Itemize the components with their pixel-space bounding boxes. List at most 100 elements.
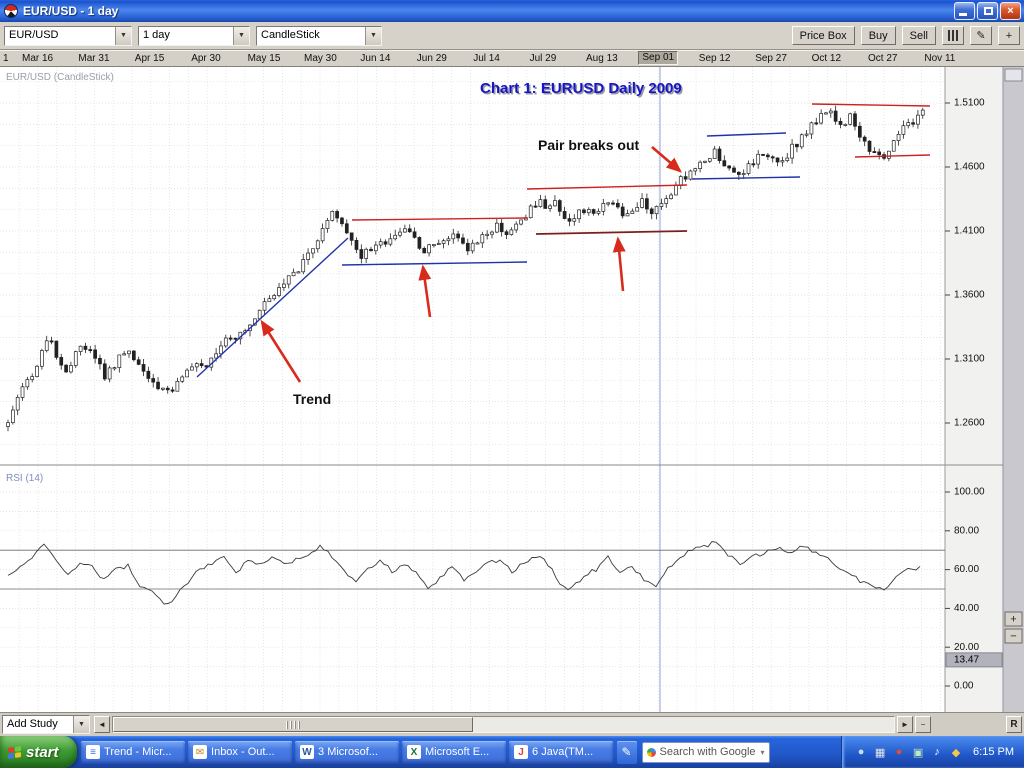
trendline [706, 132, 787, 137]
start-button[interactable]: start [0, 736, 77, 768]
chart-text: RSI (14) [6, 473, 43, 484]
annotation-arrow [418, 264, 432, 318]
date-tick: Sep 27 [755, 53, 787, 64]
date-tick: Jul 29 [529, 53, 557, 64]
word-icon: W [300, 745, 315, 759]
rsi-tick-label: 100.00 [954, 487, 985, 498]
svg-text:−: − [1010, 630, 1016, 642]
taskbar-task-button[interactable]: ✉ Inbox - Out... [188, 740, 293, 764]
trendline [535, 230, 688, 235]
task-label: 6 Java(TM... [532, 746, 594, 758]
crosshair-icon: + [1005, 29, 1013, 42]
window-title: EUR/USD - 1 day [23, 4, 119, 18]
close-button[interactable]: × [1000, 2, 1021, 20]
price-box-button[interactable]: Price Box [791, 26, 855, 45]
chevron-down-icon[interactable]: ▼ [365, 26, 381, 45]
date-tick: Mar 16 [22, 53, 54, 64]
chevron-down-icon[interactable]: ▾ [760, 747, 765, 757]
vertical-scroll-thumb[interactable] [1004, 68, 1023, 82]
messenger-icon[interactable]: ● [857, 746, 865, 758]
outlook-icon: ✉ [193, 745, 208, 759]
chart-text: Trend [293, 391, 331, 407]
trendline [811, 103, 931, 107]
buy-button[interactable]: Buy [860, 26, 896, 45]
interval-select-value: 1 day [143, 28, 170, 41]
restore-icon [984, 7, 993, 15]
scheduler-icon[interactable]: ◆ [951, 746, 961, 759]
chart-text: Chart 1: EURUSD Daily 2009 [480, 80, 682, 97]
symbol-select-value: EUR/USD [9, 28, 59, 41]
sell-button[interactable]: Sell [901, 26, 936, 45]
rsi-tick-label: 80.00 [954, 525, 979, 536]
chart-text-shadow: Chart 1: EURUSD Daily 2009 [482, 82, 684, 99]
task-label: Trend - Micr... [104, 746, 172, 758]
app-logo-icon [4, 4, 18, 18]
java-icon: J [514, 745, 529, 759]
annotation-arrow [612, 236, 626, 292]
chart-canvas: 1.5100 1.4600 1.4100 1.3600 1.3100 1.2600 100.… [0, 67, 1024, 712]
system-tray: ● ▦ ● ▣ ♪ ◆ 6:15 PM [841, 736, 1024, 768]
reset-view-button[interactable]: R [1006, 716, 1022, 733]
pencil-icon: ✎ [976, 30, 986, 42]
date-axis: 1 Mar 16 Mar 31 Apr 15 Apr 30 May 15 May 30 Jun… [0, 50, 1024, 67]
task-label: 3 Microsof... [318, 746, 378, 758]
date-tick: Oct 27 [868, 53, 898, 64]
price-tick-label: 1.5100 [954, 98, 985, 109]
date-tick: May 30 [304, 53, 337, 64]
interval-select[interactable]: 1 day ▼ [138, 25, 250, 46]
minimize-icon [959, 13, 967, 16]
restore-button[interactable] [977, 2, 998, 20]
security-alert-icon[interactable]: ● [895, 746, 903, 758]
chart-text: EUR/USD (CandleStick) [6, 72, 114, 83]
scroll-left-button[interactable]: ◄ [94, 716, 110, 733]
search-placeholder: Search with Google [659, 746, 756, 758]
draw-button[interactable]: ✎ [970, 26, 992, 45]
zoom-out-button[interactable]: − [915, 716, 931, 733]
chart-style-select[interactable]: CandleStick ▼ [256, 25, 382, 46]
network-icon[interactable]: ▣ [912, 746, 924, 759]
horizontal-scrollbar[interactable] [112, 716, 895, 733]
google-search-box[interactable]: Search with Google ▾ [641, 741, 770, 763]
date-tick: May 15 [247, 53, 281, 64]
trendline [526, 184, 688, 190]
add-study-select[interactable]: Add Study ▼ [2, 715, 90, 734]
google-icon [646, 747, 656, 757]
trendline [854, 154, 931, 158]
task-button-area: ≡ Trend - Micr... ✉ Inbox - Out... W 3 Micros… [77, 736, 842, 768]
minimize-button[interactable] [954, 2, 975, 20]
price-tick-label: 1.4600 [954, 162, 985, 173]
grip-icon [286, 720, 300, 729]
keyboard-icon[interactable]: ▦ [874, 746, 886, 759]
taskbar-task-button[interactable]: X Microsoft E... [402, 740, 507, 764]
svg-text:+: + [1010, 613, 1016, 625]
candlestick-series [6, 105, 925, 432]
rsi-tick-label: 40.00 [954, 603, 979, 614]
zoom-in-button[interactable] [1004, 611, 1023, 627]
crosshair-button[interactable]: + [998, 26, 1020, 45]
chevron-down-icon[interactable]: ▼ [115, 26, 131, 45]
bar-chart-icon [947, 30, 959, 41]
trendline [691, 176, 801, 180]
windows-logo-icon [8, 745, 21, 759]
scrollbar-thumb[interactable] [113, 717, 473, 732]
scroll-right-button[interactable]: ► [897, 716, 913, 733]
date-tick: Aug 13 [586, 53, 618, 64]
chart-type-button[interactable] [942, 26, 964, 45]
trendline [196, 237, 349, 378]
chart-region: 1.5100 1.4600 1.4100 1.3600 1.3100 1.2600 100.… [0, 67, 1024, 712]
volume-icon[interactable]: ♪ [934, 746, 940, 758]
chevron-down-icon[interactable]: ▼ [233, 26, 249, 45]
symbol-select[interactable]: EUR/USD ▼ [4, 25, 132, 46]
price-tick-label: 1.3600 [954, 290, 985, 301]
price-tick-label: 1.3100 [954, 354, 985, 365]
rsi-tick-label: 0.00 [954, 681, 974, 692]
zoom-out-side-button[interactable] [1004, 628, 1023, 644]
excel-icon: X [407, 745, 422, 759]
taskbar-pencil-button[interactable]: ✎ [616, 740, 637, 764]
chevron-down-icon[interactable]: ▼ [73, 716, 89, 733]
taskbar-task-button[interactable]: ≡ Trend - Micr... [81, 740, 186, 764]
rsi-line [7, 541, 921, 605]
